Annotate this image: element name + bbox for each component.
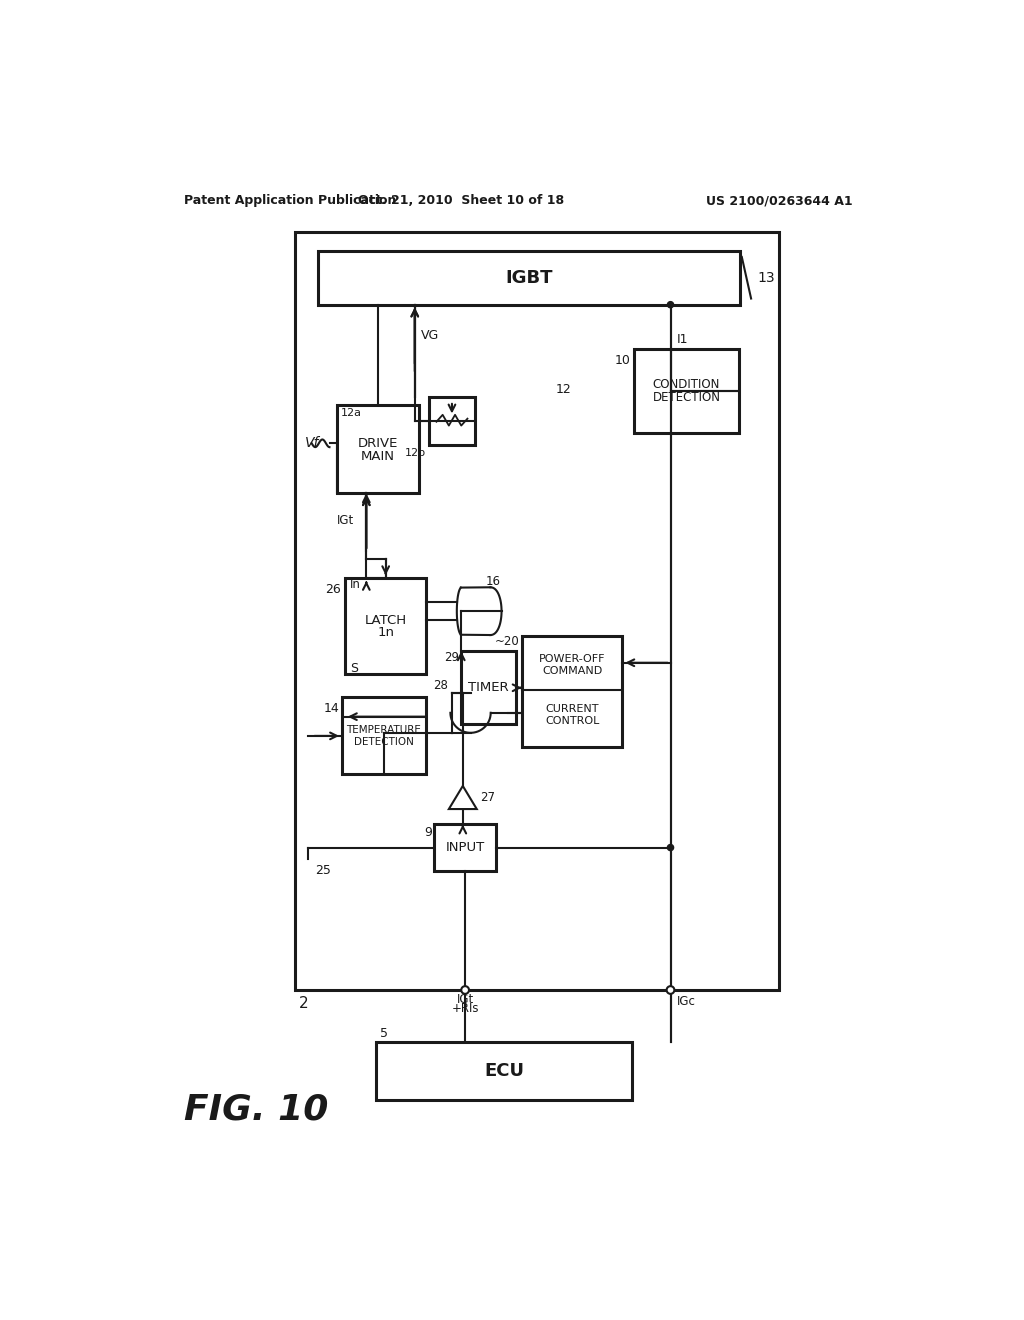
Text: DETECTION: DETECTION <box>354 737 414 747</box>
Text: IGc: IGc <box>677 995 695 1008</box>
Text: 16: 16 <box>485 574 501 587</box>
Bar <box>317 251 740 305</box>
Bar <box>634 350 738 433</box>
Text: 26: 26 <box>326 583 341 597</box>
Bar <box>461 651 515 725</box>
Text: 12: 12 <box>556 383 571 396</box>
Text: CONDITION: CONDITION <box>652 379 720 391</box>
Bar <box>521 636 623 747</box>
Bar <box>429 397 475 445</box>
Text: MAIN: MAIN <box>360 450 395 462</box>
Circle shape <box>461 986 469 994</box>
Text: VG: VG <box>421 329 439 342</box>
Text: 1n: 1n <box>377 626 394 639</box>
Bar <box>376 1043 632 1100</box>
Text: CURRENT: CURRENT <box>546 704 599 714</box>
Bar <box>324 381 552 544</box>
Text: 13: 13 <box>758 271 775 285</box>
Text: 25: 25 <box>315 865 332 878</box>
Text: LATCH: LATCH <box>365 614 407 627</box>
Bar <box>342 697 426 775</box>
Text: 29: 29 <box>444 651 459 664</box>
Text: Oct. 21, 2010  Sheet 10 of 18: Oct. 21, 2010 Sheet 10 of 18 <box>358 194 564 207</box>
Text: +RIs: +RIs <box>452 1002 479 1015</box>
Text: In: In <box>349 578 360 591</box>
Text: 9: 9 <box>424 825 432 838</box>
Bar <box>337 405 419 494</box>
Text: Vf: Vf <box>305 437 319 450</box>
Text: 12b: 12b <box>406 447 426 458</box>
Circle shape <box>462 987 468 993</box>
Bar <box>308 558 730 859</box>
Text: 10: 10 <box>614 354 630 367</box>
Text: IGt: IGt <box>336 513 353 527</box>
Text: 2: 2 <box>299 997 308 1011</box>
Text: FIG. 10: FIG. 10 <box>183 1093 328 1126</box>
Text: DETECTION: DETECTION <box>652 391 721 404</box>
Bar <box>295 231 779 990</box>
Text: CONTROL: CONTROL <box>545 717 599 726</box>
Text: COMMAND: COMMAND <box>542 667 602 676</box>
Circle shape <box>668 845 674 850</box>
Text: Patent Application Publication: Patent Application Publication <box>183 194 396 207</box>
Text: 28: 28 <box>433 678 449 692</box>
Text: 5: 5 <box>380 1027 388 1040</box>
Text: S: S <box>349 661 357 675</box>
Text: IGt: IGt <box>457 993 474 1006</box>
Circle shape <box>667 986 675 994</box>
Text: TIMER: TIMER <box>468 681 509 694</box>
Text: TEMPERATURE: TEMPERATURE <box>346 725 421 735</box>
Text: DRIVE: DRIVE <box>357 437 398 450</box>
Text: POWER-OFF: POWER-OFF <box>539 653 605 664</box>
Text: ~20: ~20 <box>495 635 519 648</box>
Bar <box>308 381 740 863</box>
Bar <box>434 825 496 871</box>
Text: 14: 14 <box>324 702 340 715</box>
Text: 12a: 12a <box>341 408 362 417</box>
Text: 27: 27 <box>480 791 495 804</box>
Text: IGBT: IGBT <box>505 269 553 286</box>
Text: I1: I1 <box>677 333 688 346</box>
Polygon shape <box>449 785 477 809</box>
Bar <box>345 578 426 675</box>
Text: ECU: ECU <box>484 1063 524 1080</box>
Text: INPUT: INPUT <box>445 841 484 854</box>
Text: US 2100/0263644 A1: US 2100/0263644 A1 <box>706 194 852 207</box>
Circle shape <box>668 302 674 308</box>
